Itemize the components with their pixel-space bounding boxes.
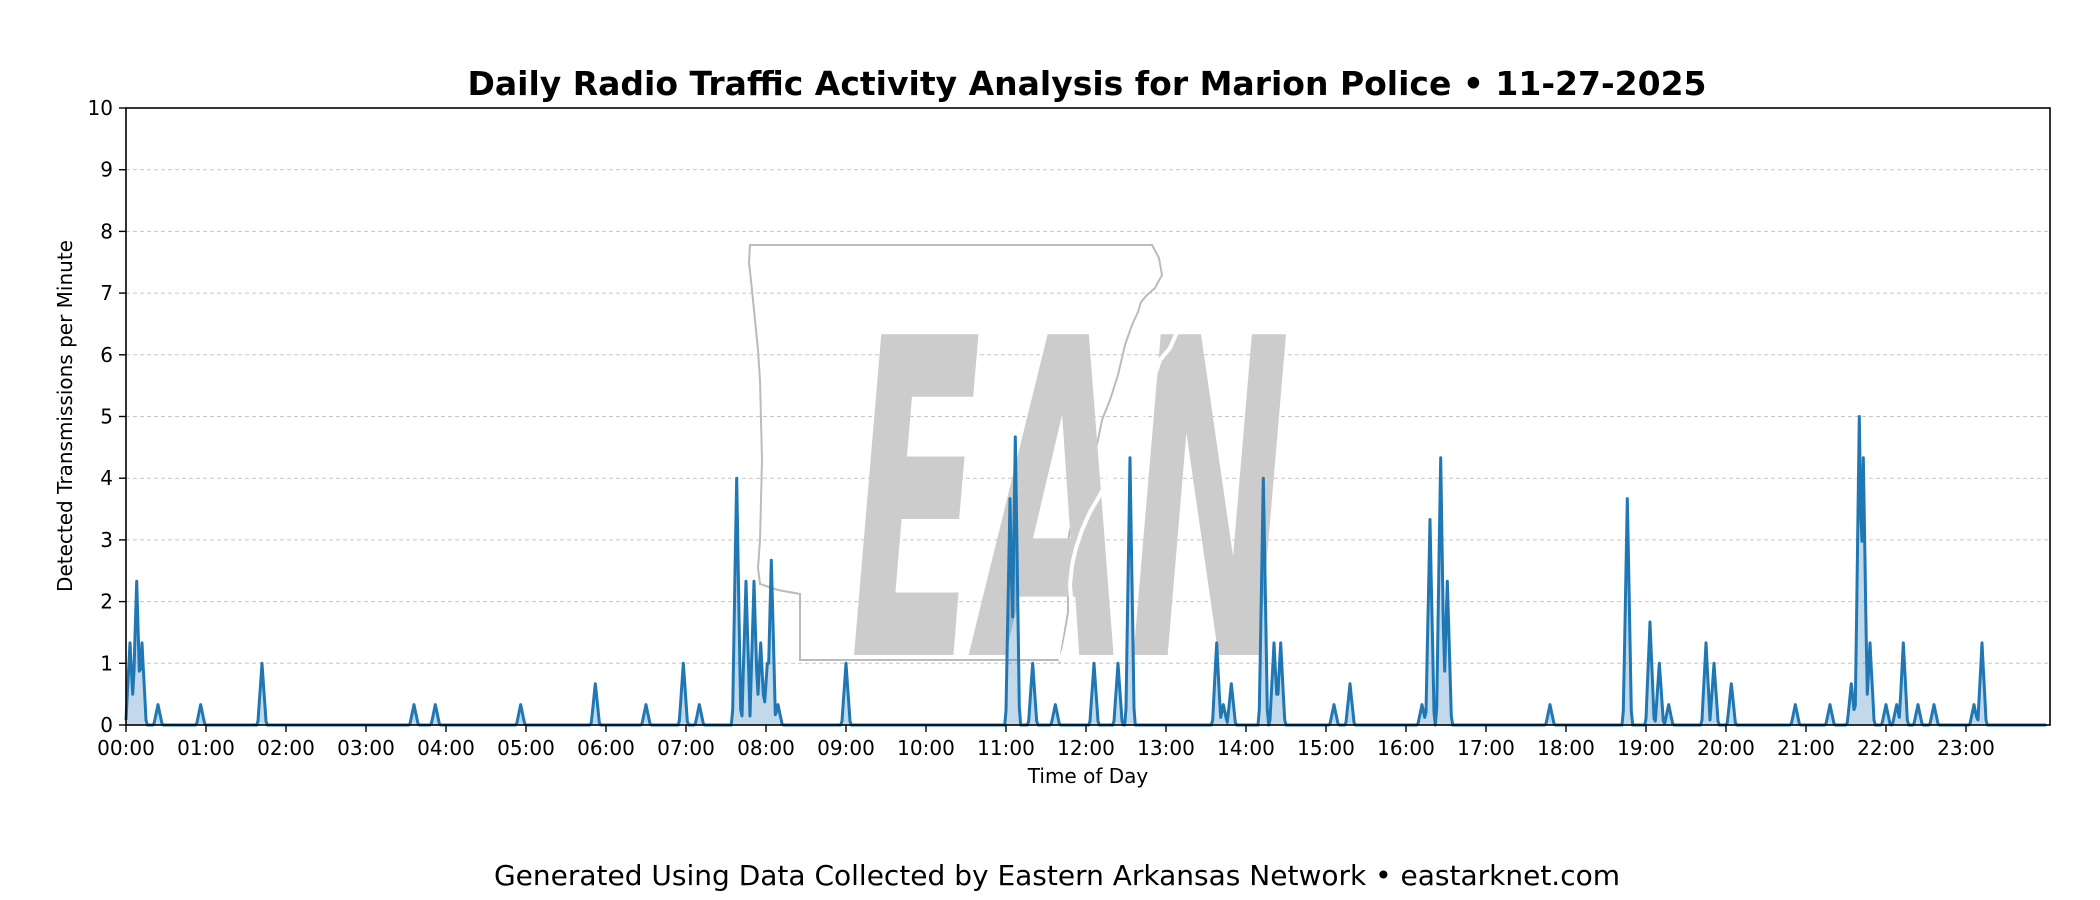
x-tick-label: 05:00: [497, 736, 555, 760]
y-tick-label: 4: [100, 466, 113, 490]
x-tick-label: 13:00: [1137, 736, 1195, 760]
x-tick-label: 06:00: [577, 736, 635, 760]
x-tick-label: 15:00: [1297, 736, 1355, 760]
river-line: [1058, 299, 1191, 663]
x-tick-label: 01:00: [177, 736, 235, 760]
watermark-text: EAN: [850, 247, 1290, 759]
x-tick-label: 14:00: [1217, 736, 1275, 760]
x-axis: 00:00 01:00 02:00 03:00 04:00 05:00 06:00 07:00…: [97, 725, 1995, 760]
y-axis-label: Detected Transmissions per Minute: [53, 240, 77, 592]
x-tick-label: 18:00: [1537, 736, 1595, 760]
y-tick-label: 10: [88, 96, 113, 120]
x-tick-label: 16:00: [1377, 736, 1435, 760]
y-tick-label: 8: [100, 219, 113, 243]
x-tick-label: 09:00: [817, 736, 875, 760]
y-tick-label: 6: [100, 343, 113, 367]
state-map-outline: [747, 244, 1164, 665]
x-tick-label: 12:00: [1057, 736, 1115, 760]
y-tick-label: 7: [100, 281, 113, 305]
y-tick-label: 9: [100, 158, 113, 182]
footer-text: Generated Using Data Collected by Easter…: [494, 859, 1620, 892]
x-tick-label: 07:00: [657, 736, 715, 760]
chart-title: Daily Radio Traffic Activity Analysis fo…: [467, 64, 1706, 103]
x-tick-label: 10:00: [897, 736, 955, 760]
x-axis-label: Time of Day: [1027, 764, 1149, 788]
y-axis: 0 1 2 3 4 5 6 7 8 9 10: [88, 96, 126, 737]
x-tick-label: 08:00: [737, 736, 795, 760]
x-tick-label: 19:00: [1617, 736, 1675, 760]
x-tick-label: 21:00: [1777, 736, 1835, 760]
x-tick-label: 02:00: [257, 736, 315, 760]
x-tick-label: 17:00: [1457, 736, 1515, 760]
y-tick-label: 0: [100, 713, 113, 737]
y-tick-label: 1: [100, 651, 113, 675]
y-tick-label: 3: [100, 528, 113, 552]
x-tick-label: 03:00: [337, 736, 395, 760]
x-tick-label: 11:00: [977, 736, 1035, 760]
y-tick-label: 5: [100, 405, 113, 429]
watermark: EAN: [747, 244, 1290, 759]
x-tick-label: 20:00: [1697, 736, 1755, 760]
x-tick-label: 00:00: [97, 736, 155, 760]
x-tick-label: 04:00: [417, 736, 475, 760]
y-tick-label: 2: [100, 590, 113, 614]
x-tick-label: 22:00: [1857, 736, 1915, 760]
x-tick-label: 23:00: [1937, 736, 1995, 760]
